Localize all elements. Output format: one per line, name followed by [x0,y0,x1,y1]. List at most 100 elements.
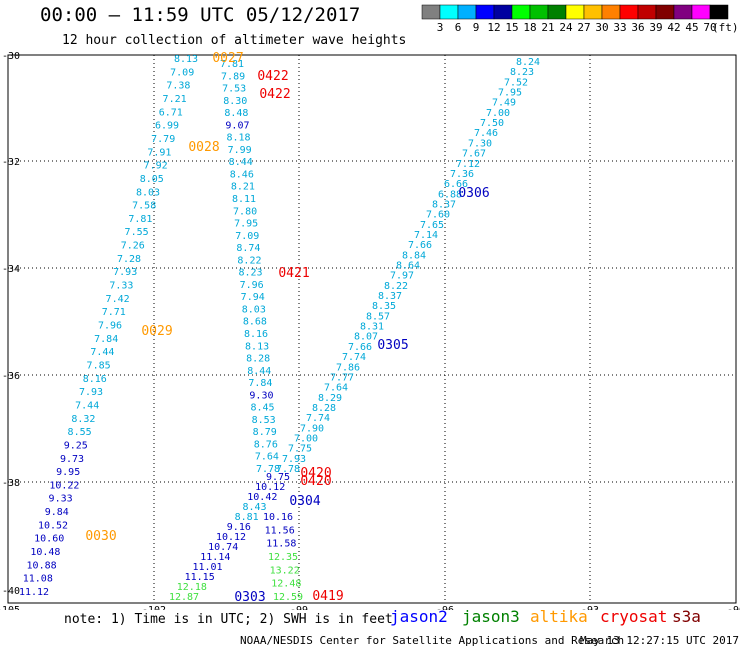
wave-height-label: 11.12 [19,587,49,598]
altimeter-tracks: 8.13 7.09 7.38 7.21 6.71 6.99 7.79 7.91 7.92 8.05… [19,54,540,603]
pass-label: 0420 [300,466,331,481]
footer-credit: NOAA/NESDIS Center for Satellite Applica… [240,634,625,647]
wave-height-label: 8.76 [254,439,278,450]
wave-height-label: 8.30 [223,96,247,107]
wave-height-label: 7.86 [336,362,360,373]
wave-height-label: 7.50 [480,118,504,129]
wave-height-label: 7.84 [94,334,118,345]
wave-height-label: 8.16 [244,329,268,340]
wave-height-label: 7.44 [90,347,114,358]
wave-height-label: 7.14 [414,230,438,241]
wave-height-label: 8.03 [242,304,266,315]
wave-height-label: 7.58 [132,201,156,212]
wave-height-label: 7.00 [294,433,318,444]
wave-height-label: 10.22 [49,480,79,491]
footer-note: note: 1) Time is in UTC; 2) SWH is in fe… [64,612,393,627]
wave-height-label: 7.21 [163,94,187,105]
wave-height-label: 8.46 [230,169,254,180]
wave-height-label: 8.23 [510,67,534,78]
wave-height-label: 7.94 [241,292,265,303]
wave-height-label: 9.30 [249,390,273,401]
wave-height-label: 7.79 [151,134,175,145]
wave-height-label: 6.71 [159,107,183,118]
wave-height-label: 11.56 [265,525,295,536]
wave-height-label: 7.64 [324,383,348,394]
wave-height-label: 7.93 [113,267,137,278]
track-0027-0028: 8.13 7.09 7.38 7.21 6.71 6.99 7.79 7.91 7.92 8.05… [19,54,198,598]
wave-height-label: 8.74 [236,243,260,254]
wave-height-label: 7.38 [166,81,190,92]
wave-height-label: 7.66 [408,240,432,251]
wave-height-label: 7.30 [468,138,492,149]
wave-height-label: 7.84 [248,378,272,389]
page-title: 00:00 – 11:59 UTC 05/12/2017 [40,4,361,26]
wave-height-label: 7.92 [144,161,168,172]
wave-height-label: 8.18 [226,133,250,144]
wave-height-label: 7.42 [106,294,130,305]
wave-height-label: 10.88 [27,560,57,571]
wave-height-label: 9.16 [227,522,251,533]
wave-height-label: 7.85 [87,360,111,371]
colorbar-tick-label: 9 [472,21,480,34]
wave-height-label: 7.95 [234,219,258,230]
wave-height-label: 7.74 [306,413,330,424]
wave-height-label: 8.37 [378,291,402,302]
wave-height-label: 8.22 [237,255,261,266]
wave-height-label: 7.81 [220,59,244,70]
wave-height-label: 6.88 [438,189,462,200]
wave-height-label: 7.95 [498,88,522,99]
wave-height-label: 10.52 [38,520,68,531]
wave-height-label: 8.53 [252,415,276,426]
x-tick-label: -99 [290,605,308,610]
colorbar-tick-label: 33 [613,21,627,34]
wave-height-label: 7.74 [342,352,366,363]
wave-height-label: 7.46 [474,128,498,139]
pass-label: 0306 [458,186,489,201]
wave-height-label: 7.96 [98,321,122,332]
pass-label: 0303 [234,590,265,605]
pass-label: 0027 [212,51,243,66]
legend-item-s3a: s3a [672,607,701,626]
legend-item-cryosat: cryosat [600,607,668,626]
wave-height-label: 10.42 [247,492,277,503]
wave-height-label: 10.48 [30,547,60,558]
pass-label: 0421 [278,266,309,281]
wave-height-label: 8.35 [372,301,396,312]
y-tick-label: -38 [2,478,20,489]
wave-height-label: 7.66 [348,342,372,353]
wave-height-label: 11.15 [185,572,215,583]
wave-height-label: 8.05 [140,174,164,185]
wave-height-label: 9.84 [45,507,69,518]
colorbar [421,4,729,20]
wave-height-label: 7.49 [492,98,516,109]
track-0304-0303: 10.16 11.56 11.58 12.35 13.22 12.48 12.59 [263,512,303,603]
wave-height-label: 7.55 [125,227,149,238]
wave-height-label: 8.13 [245,341,269,352]
wave-height-label: 8.79 [253,427,277,438]
x-tick-label: -93 [581,605,599,610]
y-tick-label: -30 [2,51,20,62]
track-0420-0419: 9.7510.1210.428.438.819.1610.1210.7411.1… [169,472,290,603]
wave-height-label: 7.28 [117,254,141,265]
y-tick-label: -32 [2,157,20,168]
wave-height-label: 9.33 [49,494,73,505]
pass-label: 0422 [257,69,288,84]
wave-height-label: 7.78 [256,464,280,475]
wave-height-label: 9.75 [266,472,290,483]
wave-height-label: 10.16 [263,512,293,523]
wave-height-label: 8.44 [229,157,253,168]
wave-height-label: 7.67 [462,149,486,160]
legend-item-altika: altika [530,607,588,626]
wave-height-label: 8.55 [68,427,92,438]
wave-height-label: 12.35 [268,552,298,563]
wave-height-label: 9.73 [60,454,84,465]
wave-height-label: 6.99 [155,121,179,132]
x-tick-label: -105 [0,605,20,610]
wave-height-label: 8.07 [354,332,378,343]
wave-height-label: 8.29 [318,393,342,404]
wave-height-label: 8.68 [243,317,267,328]
wave-height-label: 12.59 [273,592,303,603]
colorbar-tick-label: 30 [595,21,609,34]
colorbar-tick-label: 18 [523,21,537,34]
